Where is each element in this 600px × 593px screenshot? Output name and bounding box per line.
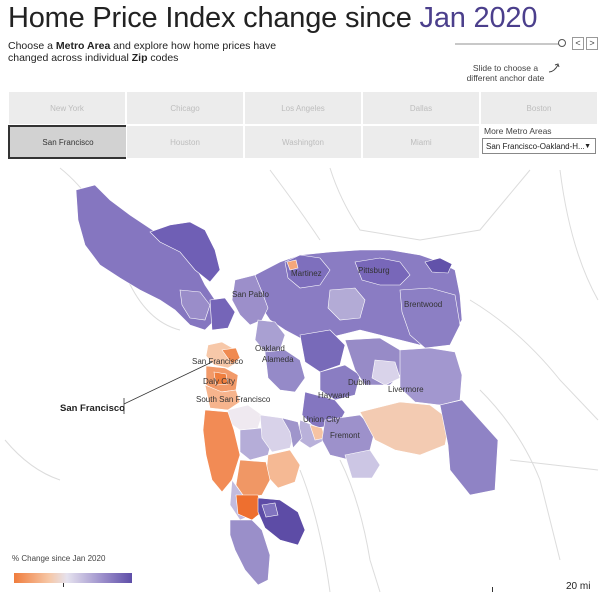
prev-date-button[interactable]: < xyxy=(572,37,584,50)
zip-region-san-jose-north[interactable] xyxy=(344,449,381,479)
slider-thumb[interactable] xyxy=(558,39,566,47)
chevron-down-icon: ▼ xyxy=(584,143,591,150)
subtitle-text: codes xyxy=(147,52,179,64)
slider-hint: Slide to choose a different anchor date xyxy=(458,63,553,83)
subtitle-text: and explore how home prices have changed… xyxy=(8,40,277,64)
metro-button-washington[interactable]: Washington xyxy=(244,125,362,159)
zip-region-pacifica[interactable] xyxy=(202,409,241,493)
more-metro-areas-label: More Metro Areas xyxy=(484,126,552,136)
zip-region-marin-north[interactable] xyxy=(149,221,221,283)
zip-region-livermore[interactable] xyxy=(399,347,463,406)
city-label-oakland: Oakland xyxy=(255,344,285,353)
legend-midpoint-tick xyxy=(63,583,64,587)
city-labels: Martinez Pittsburg San Pablo Brentwood O… xyxy=(60,266,442,440)
title-prefix: Home Price Index change since xyxy=(8,2,412,34)
zip-region-daly-orange[interactable] xyxy=(213,371,229,386)
city-label-dublin: Dublin xyxy=(348,378,371,387)
zip-region-castro-valley[interactable] xyxy=(319,364,361,401)
slider-hint-line: Slide to choose a xyxy=(472,63,539,73)
page-subtitle: Choose a Metro Area and explore how home… xyxy=(8,40,308,64)
city-label-pittsburg: Pittsburg xyxy=(358,266,390,275)
metro-button-miami[interactable]: Miami xyxy=(362,125,480,159)
scale-bar-label: 20 mi xyxy=(566,581,591,592)
slider-track[interactable] xyxy=(455,43,559,45)
subtitle-text: Choose a xyxy=(8,40,56,52)
anchor-date-slider[interactable] xyxy=(455,38,566,50)
subtitle-bold-metro: Metro Area xyxy=(55,40,111,52)
zip-region-menlo-orange[interactable] xyxy=(235,494,263,521)
zip-region-ssf[interactable] xyxy=(227,404,263,431)
color-legend-bar xyxy=(14,573,132,583)
zip-region-antioch[interactable] xyxy=(424,257,453,274)
city-label-fremont: Fremont xyxy=(330,431,361,440)
metro-button-houston[interactable]: Houston xyxy=(126,125,244,159)
zip-region-sunol[interactable] xyxy=(359,401,451,456)
zip-region-dublin-light[interactable] xyxy=(371,359,401,386)
zip-code-map[interactable]: Martinez Pittsburg San Pablo Brentwood O… xyxy=(0,162,600,593)
city-label-south-san-francisco: South San Francisco xyxy=(196,395,271,404)
more-metro-areas-dropdown[interactable]: San Francisco-Oakland-H... ▼ xyxy=(482,138,596,154)
scale-bar-tick xyxy=(492,587,493,592)
curved-arrow-icon xyxy=(548,63,560,73)
zip-region-berkeley[interactable] xyxy=(254,319,286,353)
zip-region-east-hills[interactable] xyxy=(439,399,499,496)
metro-button-boston[interactable]: Boston xyxy=(480,91,598,125)
zip-region-south-coast[interactable] xyxy=(229,519,271,586)
zip-region-marin-south[interactable] xyxy=(179,289,211,321)
zip-region-redwood[interactable] xyxy=(235,459,271,499)
metro-button-los-angeles[interactable]: Los Angeles xyxy=(244,91,362,125)
zip-region-sf-downtown[interactable] xyxy=(221,347,241,365)
city-label-union-city: Union City xyxy=(303,415,340,424)
dropdown-selected-value: San Francisco-Oakland-H... xyxy=(486,142,585,151)
zip-region-pittsburg[interactable] xyxy=(354,257,411,286)
callout-line xyxy=(123,361,213,405)
zip-regions[interactable] xyxy=(75,184,499,586)
city-label-daly-city: Daly City xyxy=(203,377,235,386)
metro-area-selector: New York Chicago Los Angeles Dallas Bost… xyxy=(8,91,598,161)
city-label-hayward: Hayward xyxy=(318,391,350,400)
callout-label: San Francisco xyxy=(60,403,125,414)
city-label-livermore: Livermore xyxy=(388,385,424,394)
legend-title: % Change since Jan 2020 xyxy=(12,554,106,563)
city-label-martinez: Martinez xyxy=(291,269,322,278)
metro-button-san-francisco[interactable]: San Francisco xyxy=(8,125,128,159)
subtitle-bold-zip: Zip xyxy=(131,52,148,64)
zip-region-portola[interactable] xyxy=(261,502,279,518)
zip-region-walnut-creek[interactable] xyxy=(327,287,366,321)
zip-region-foster-city[interactable] xyxy=(281,417,303,449)
zip-region-tiburon[interactable] xyxy=(209,297,236,331)
metro-button-new-york[interactable]: New York xyxy=(8,91,126,125)
city-label-san-francisco: San Francisco xyxy=(192,357,244,366)
city-label-san-pablo: San Pablo xyxy=(232,290,269,299)
anchor-date: Jan 2020 xyxy=(419,2,538,34)
zip-region-brentwood[interactable] xyxy=(399,287,461,349)
city-label-brentwood: Brentwood xyxy=(404,300,442,309)
next-date-button[interactable]: > xyxy=(586,37,598,50)
zip-region-daly-city[interactable] xyxy=(204,384,241,411)
metro-button-chicago[interactable]: Chicago xyxy=(126,91,244,125)
zip-region-oakland[interactable] xyxy=(264,349,306,393)
zip-region-martinez-orange[interactable] xyxy=(286,259,299,271)
metro-button-dallas[interactable]: Dallas xyxy=(362,91,480,125)
page-title: Home Price Index change since Jan 2020 xyxy=(8,2,537,35)
zip-region-belmont[interactable] xyxy=(265,449,301,489)
slider-hint-line: different anchor date xyxy=(466,73,545,83)
zip-region-oakland-hills[interactable] xyxy=(299,329,346,373)
zip-region-richmond[interactable] xyxy=(231,274,269,326)
city-label-alameda: Alameda xyxy=(262,355,294,364)
